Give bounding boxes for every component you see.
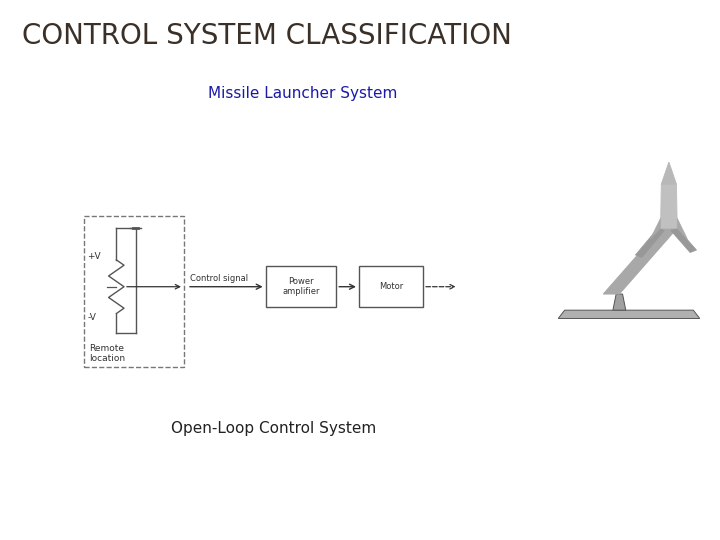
Bar — [359, 266, 423, 307]
Polygon shape — [660, 184, 678, 228]
Polygon shape — [678, 218, 688, 239]
Polygon shape — [613, 294, 626, 310]
Bar — [84, 216, 184, 367]
Text: Remote
location: Remote location — [89, 344, 125, 363]
Polygon shape — [636, 228, 665, 258]
Text: Missile Launcher System: Missile Launcher System — [207, 86, 397, 102]
Text: +V: +V — [87, 252, 101, 261]
Polygon shape — [662, 162, 676, 184]
Polygon shape — [650, 218, 660, 239]
Text: -V: -V — [87, 313, 96, 321]
Polygon shape — [558, 310, 700, 319]
Polygon shape — [603, 228, 678, 294]
Bar — [266, 266, 336, 307]
Text: Control signal: Control signal — [189, 274, 248, 284]
Text: Open-Loop Control System: Open-Loop Control System — [171, 421, 377, 436]
Text: CONTROL SYSTEM CLASSIFICATION: CONTROL SYSTEM CLASSIFICATION — [22, 22, 511, 50]
Polygon shape — [671, 228, 696, 253]
Text: Power
amplifier: Power amplifier — [282, 277, 320, 296]
Text: Motor: Motor — [379, 282, 403, 291]
